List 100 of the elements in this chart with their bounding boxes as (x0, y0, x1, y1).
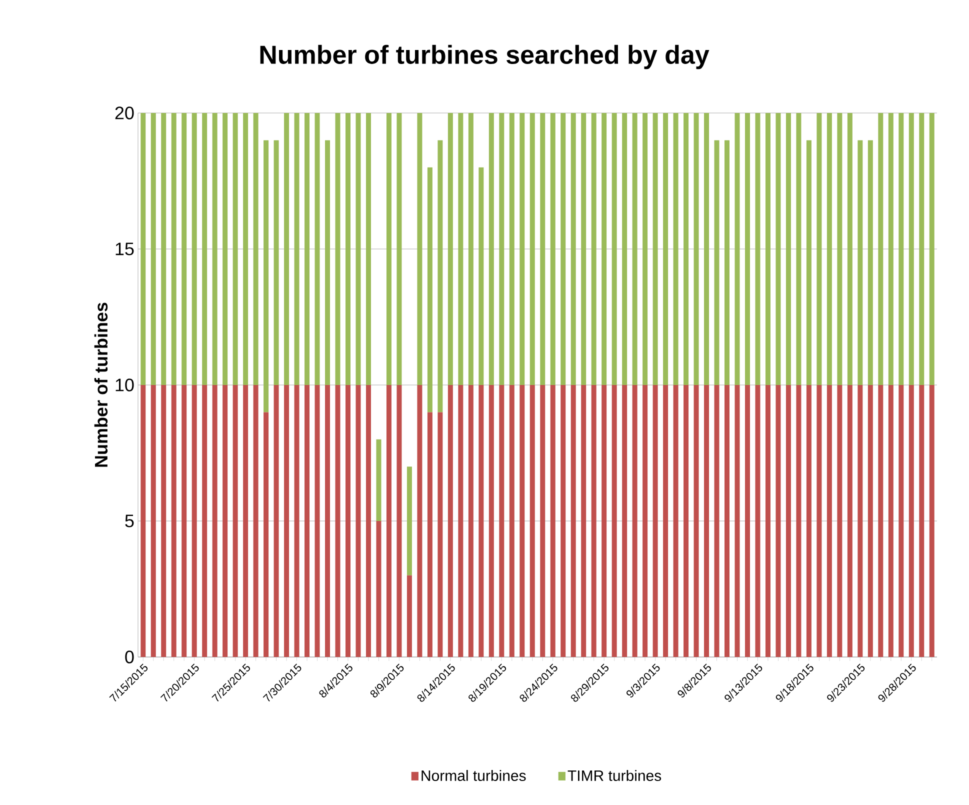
bar (448, 112, 453, 385)
bar (458, 112, 464, 385)
bar (243, 112, 248, 385)
y-axis-title: Number of turbines (94, 302, 108, 467)
bar (632, 112, 638, 385)
bar (755, 384, 760, 657)
bar (570, 384, 576, 657)
bar (724, 140, 730, 385)
bar (744, 384, 750, 657)
bar (919, 112, 924, 385)
bar (673, 384, 678, 657)
bar (837, 384, 842, 657)
bar (652, 112, 658, 385)
bar (314, 112, 320, 385)
bar (314, 384, 320, 657)
bar (468, 112, 474, 385)
bar (438, 412, 443, 657)
bar (284, 384, 290, 657)
bar (734, 384, 740, 657)
bar (622, 112, 628, 385)
bar (509, 384, 514, 657)
bar (581, 112, 586, 385)
bar (478, 167, 484, 385)
bar (540, 384, 546, 657)
bar (264, 140, 269, 412)
chart-title: Number of turbines searched by day (260, 44, 710, 70)
bar (171, 112, 176, 385)
bar (868, 384, 873, 657)
bar (663, 112, 668, 385)
bar (919, 384, 924, 657)
bar (366, 112, 371, 385)
bar (386, 112, 392, 385)
bar (376, 520, 382, 657)
bar (182, 112, 187, 385)
bar (929, 112, 934, 385)
bar (550, 384, 556, 657)
bar (356, 384, 361, 657)
bar (499, 112, 504, 385)
bar (346, 384, 350, 657)
bar (796, 384, 802, 657)
bar (776, 112, 781, 385)
bar (427, 412, 432, 657)
y-tick-label: 10 (116, 378, 134, 392)
bar (612, 112, 617, 385)
bar (140, 112, 146, 385)
bar (663, 384, 668, 657)
bar (806, 384, 812, 657)
bar (786, 112, 791, 385)
bar (304, 384, 310, 657)
bar (448, 384, 453, 657)
bar (908, 112, 914, 385)
bar (222, 384, 228, 657)
bar (356, 112, 361, 385)
bar (396, 384, 402, 657)
bar (243, 384, 248, 657)
bar (694, 112, 699, 385)
bar (776, 384, 781, 657)
bar (847, 384, 852, 657)
bar (570, 112, 576, 385)
bar (304, 112, 310, 385)
bar (396, 112, 402, 385)
bar (438, 140, 443, 412)
bar (826, 112, 832, 385)
bar (734, 112, 740, 385)
bar (161, 112, 166, 385)
bar (816, 112, 822, 385)
bar (284, 112, 290, 385)
bar (602, 384, 607, 657)
bar (868, 140, 873, 385)
bar (376, 439, 382, 521)
bar (499, 384, 504, 657)
bar (908, 384, 914, 657)
bar (335, 112, 340, 385)
bar (325, 384, 330, 657)
bar (591, 112, 596, 385)
bar (560, 112, 566, 385)
bar (253, 384, 258, 657)
bar (888, 112, 894, 385)
bar (417, 384, 422, 657)
bar (274, 384, 279, 657)
bar (530, 384, 535, 657)
bar (847, 112, 852, 385)
bar (694, 384, 699, 657)
bar (417, 112, 422, 385)
bar (744, 112, 750, 385)
bar (724, 384, 730, 657)
bar (161, 384, 166, 657)
bar (182, 384, 187, 657)
bar (898, 384, 904, 657)
bar (150, 384, 156, 657)
bar (581, 384, 586, 657)
bar (622, 384, 628, 657)
bar (714, 384, 720, 657)
bar (806, 140, 812, 385)
bar (888, 384, 894, 657)
y-tick-label: 15 (116, 242, 134, 256)
bar (878, 384, 884, 657)
bar (406, 466, 412, 576)
bar (509, 112, 514, 385)
bar (530, 112, 535, 385)
